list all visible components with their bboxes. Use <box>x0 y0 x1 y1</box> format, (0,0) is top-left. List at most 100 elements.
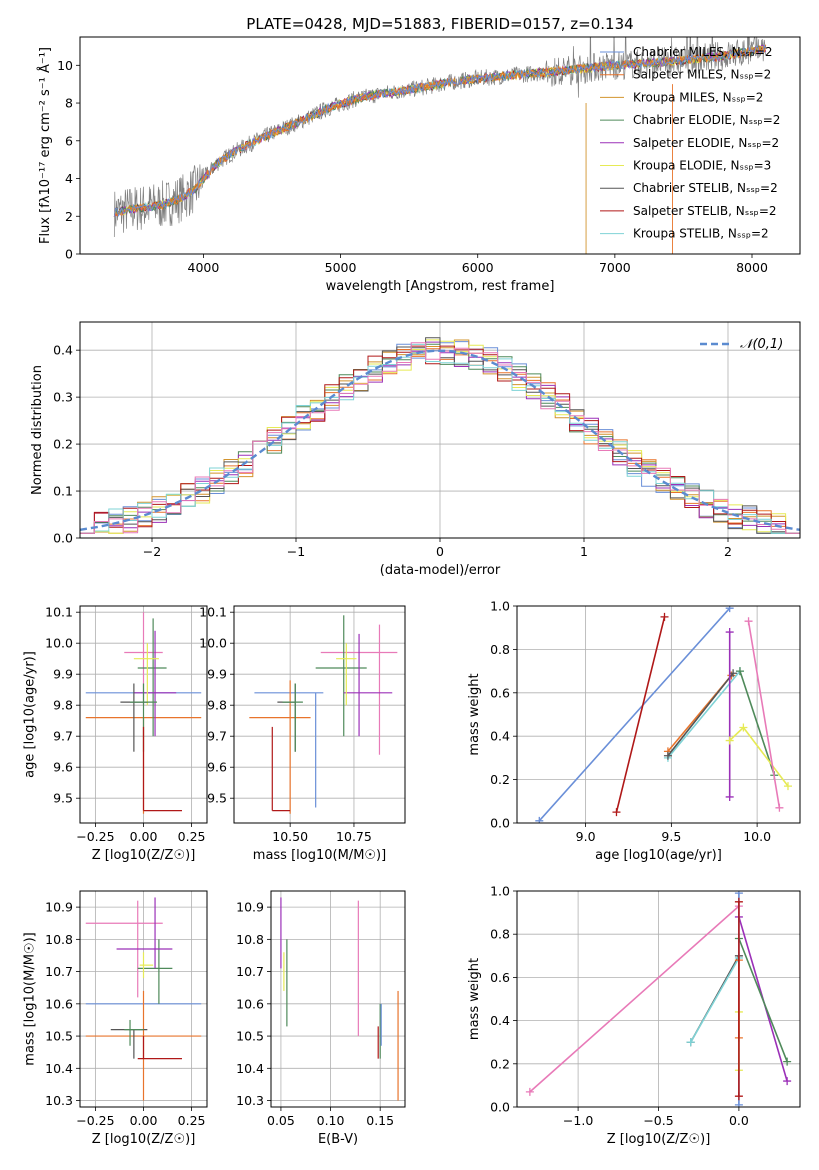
plot-area <box>85 897 202 1101</box>
y-tick-label: 9.7 <box>53 729 73 744</box>
axes-frame <box>79 36 801 255</box>
x-tick-label: −0.25 <box>76 1113 114 1128</box>
plus-marker <box>686 1038 695 1047</box>
plot-area <box>249 615 398 814</box>
series-line <box>667 670 741 759</box>
y-tick-label: 0.0 <box>490 816 510 831</box>
errorbar-point <box>116 897 173 969</box>
axes-frame <box>270 890 406 1108</box>
gaussian-curve <box>80 349 800 531</box>
y-tick-label: 0.6 <box>490 685 510 700</box>
series-line <box>538 607 731 822</box>
axes-frame <box>233 605 406 824</box>
x-tick-label: 8000 <box>736 260 768 275</box>
chart-massweight_vs_age: 9.0 9.5 10.0 0.0 0.2 0.4 0.6 0.8 1.0 age [log10(a… <box>467 599 801 863</box>
x-tick-label: 10.75 <box>336 829 372 844</box>
errorbar-point <box>139 952 154 979</box>
legend-label: Salpeter MILES, Nₛₛₚ=2 <box>633 68 771 82</box>
y-tick-label: 10.5 <box>45 1029 73 1044</box>
x-tick-label: 6000 <box>462 260 494 275</box>
x-tick-label: 0.15 <box>366 1113 394 1128</box>
x-tick-label: 10.0 <box>743 829 771 844</box>
x-tick-label: 0 <box>436 544 444 559</box>
chart-age_vs_Z: −0.25 0.00 0.25 9.5 9.6 9.7 9.8 9.9 10.0 10.1 Z [l… <box>23 605 208 863</box>
figure-title: PLATE=0428, MJD=51883, FIBERID=0157, z=0… <box>246 15 633 33</box>
x-axis-label: (data-model)/error <box>380 563 501 578</box>
x-tick-label: 9.5 <box>661 829 681 844</box>
y-tick-label: 0.2 <box>53 437 73 452</box>
y-tick-label: 10.4 <box>236 1061 264 1076</box>
x-tick-label: 5000 <box>325 260 357 275</box>
plot-area <box>280 897 399 1101</box>
x-axis-label: wavelength [Angstrom, rest frame] <box>326 279 555 294</box>
y-axis-label: Normed distribution <box>30 365 45 495</box>
y-tick-label: 10 <box>57 58 73 73</box>
x-tick-label: 0.25 <box>178 1113 206 1128</box>
errorbar-point <box>133 630 177 737</box>
y-tick-label: 10.0 <box>199 636 227 651</box>
y-tick-label: 10.6 <box>236 996 264 1011</box>
y-tick-label: 0.3 <box>53 390 73 405</box>
series-line <box>690 957 740 1043</box>
errorbar-point <box>254 692 324 808</box>
legend-label: Kroupa STELIB, Nₛₛₚ=2 <box>633 227 769 241</box>
legend-label: Salpeter STELIB, Nₛₛₚ=2 <box>633 204 777 218</box>
axes-frame <box>516 890 801 1108</box>
y-tick-label: 0.8 <box>490 642 510 657</box>
plus-marker <box>725 792 734 801</box>
series-line <box>747 621 781 808</box>
x-tick-label: 0.25 <box>178 829 206 844</box>
plus-marker <box>525 1087 534 1096</box>
y-tick-label: 10.1 <box>45 605 73 620</box>
errorbar-point <box>133 643 159 706</box>
y-tick-label: 9.8 <box>53 698 73 713</box>
y-tick-label: 8 <box>65 96 73 111</box>
x-tick-label: −0.25 <box>76 829 114 844</box>
x-axis-label: E(B-V) <box>318 1132 358 1147</box>
plus-marker <box>734 891 743 898</box>
x-tick-label: 10.50 <box>272 829 308 844</box>
chart-spectrum: 4000 5000 6000 7000 8000 0 2 4 6 8 10 wavelength [A… <box>37 36 801 294</box>
y-axis-label: mass [log10(M/M☉)] <box>23 932 38 1065</box>
chart-mass_vs_EBV: 0.05 0.10 0.15 10.3 10.4 10.5 10.6 10.7 10.8 10.9… <box>236 890 406 1147</box>
y-tick-label: 0.8 <box>490 927 510 942</box>
model-spectrum-line <box>113 44 767 217</box>
x-tick-label: −1 <box>287 544 305 559</box>
y-tick-label: 9.6 <box>53 760 73 775</box>
y-tick-label: 10.1 <box>199 605 227 620</box>
legend-label: Salpeter ELODIE, Nₛₛₚ=2 <box>633 136 779 150</box>
y-tick-label: 4 <box>65 171 73 186</box>
x-tick-label: 1 <box>580 544 588 559</box>
x-tick-label: 0.0 <box>729 1113 749 1128</box>
y-tick-label: 0.4 <box>53 343 73 358</box>
legend-label: Chabrier STELIB, Nₛₛₚ=2 <box>633 181 778 195</box>
y-tick-label: 10.7 <box>45 964 73 979</box>
errorbar-point <box>315 615 367 737</box>
legend-label: Chabrier ELODIE, Nₛₛₚ=2 <box>633 113 780 127</box>
errorbar-point <box>271 726 291 812</box>
plot-area <box>535 606 792 823</box>
y-tick-label: 9.7 <box>207 729 227 744</box>
plus-marker <box>783 782 792 791</box>
y-tick-label: 0.6 <box>490 970 510 985</box>
errorbar-point <box>110 1029 148 1059</box>
axes-frame <box>516 605 801 824</box>
chart-massweight_vs_Z: −1.0 −0.5 0.0 0.0 0.2 0.4 0.6 0.8 1.0 Z [log10(Z/… <box>467 884 801 1147</box>
y-tick-label: 0.0 <box>53 531 73 546</box>
axes-frame <box>79 605 208 824</box>
y-tick-label: 0.2 <box>490 772 510 787</box>
plus-marker <box>725 606 734 613</box>
axes-frame <box>79 321 801 539</box>
y-tick-label: 1.0 <box>490 884 510 899</box>
plus-marker <box>734 1100 743 1107</box>
x-axis-label: mass [log10(M/M☉)] <box>253 848 386 863</box>
plus-marker <box>734 897 743 906</box>
series-line <box>738 938 788 1062</box>
errorbar-point <box>124 1019 144 1046</box>
x-tick-label: 4000 <box>188 260 220 275</box>
plot-area <box>525 891 792 1107</box>
y-tick-label: 0.0 <box>490 1100 510 1115</box>
y-tick-label: 10.8 <box>236 932 264 947</box>
